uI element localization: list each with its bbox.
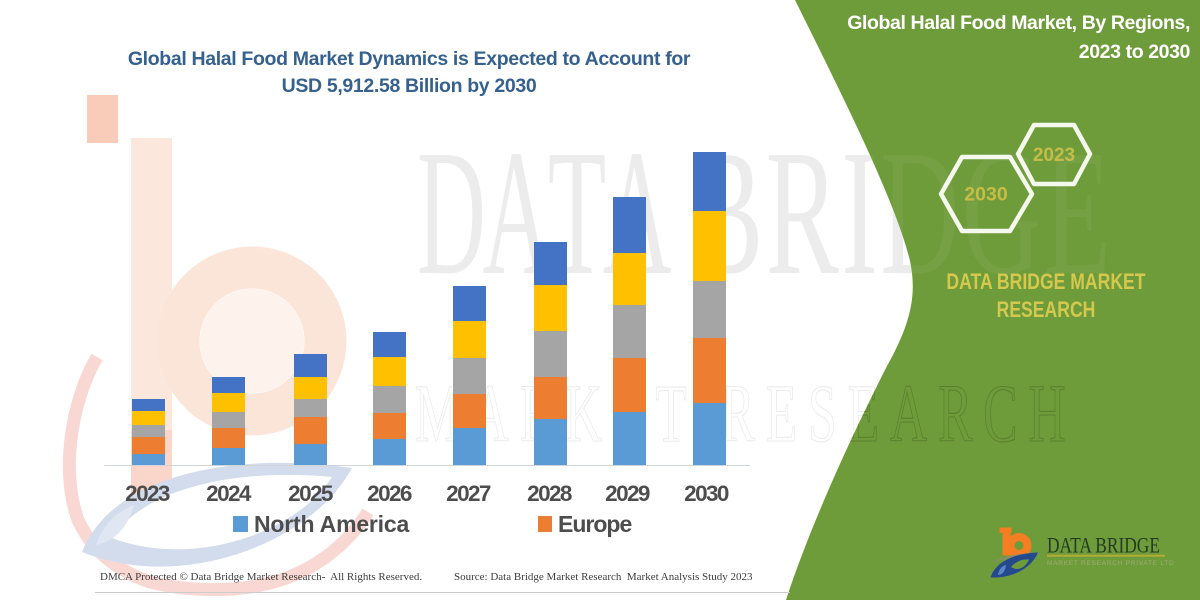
svg-text:2023: 2023 xyxy=(1033,145,1075,166)
svg-text:MARKET RESEARCH PRIVATE LTD: MARKET RESEARCH PRIVATE LTD xyxy=(1047,560,1174,567)
svg-text:2030: 2030 xyxy=(964,184,1008,206)
svg-text:MARKET RESEARCH: MARKET RESEARCH xyxy=(415,366,1077,459)
svg-text:DATA BRIDGE: DATA BRIDGE xyxy=(1047,534,1160,558)
